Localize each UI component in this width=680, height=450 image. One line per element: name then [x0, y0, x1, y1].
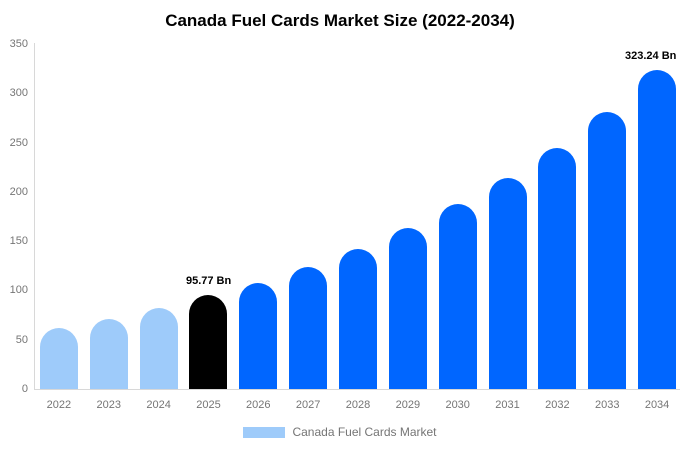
- bar-annotation-2034: 323.24 Bn: [625, 50, 677, 63]
- y-tick-label: 300: [9, 87, 28, 100]
- bar-2031: [488, 178, 527, 389]
- bar-2023: [89, 319, 128, 389]
- bar-2034: [638, 70, 677, 389]
- bar-2027: [289, 266, 328, 389]
- x-tick-label-2022: 2022: [46, 399, 72, 411]
- x-tick-label-2032: 2032: [545, 399, 570, 411]
- bar-2022: [39, 327, 78, 389]
- x-tick-label-2025: 2025: [196, 399, 221, 411]
- y-tick-label: 250: [9, 136, 28, 149]
- y-tick-label: 100: [9, 284, 28, 297]
- x-tick-label-2033: 2033: [594, 399, 620, 411]
- x-tick-label-2034: 2034: [644, 399, 670, 411]
- legend-label: Canada Fuel Cards Market: [292, 425, 437, 439]
- bar-2033: [588, 112, 627, 389]
- x-tick-label-2023: 2023: [96, 399, 122, 411]
- x-tick-label-2029: 2029: [395, 399, 421, 411]
- x-axis-line: [34, 389, 680, 390]
- bar-2029: [388, 228, 427, 389]
- y-tick-label: 150: [9, 235, 28, 248]
- x-tick-label-2031: 2031: [495, 399, 520, 411]
- y-axis-line: [34, 43, 35, 389]
- legend: Canada Fuel Cards Market: [0, 425, 680, 439]
- y-tick-label: 350: [9, 38, 28, 50]
- x-tick-label-2030: 2030: [445, 399, 470, 411]
- bar-2026: [239, 282, 278, 389]
- chart-title: Canada Fuel Cards Market Size (2022-2034…: [165, 11, 515, 30]
- y-tick-label: 0: [21, 383, 28, 395]
- bar-2032: [538, 147, 577, 389]
- bar-2028: [339, 249, 377, 389]
- x-tick-label-2026: 2026: [246, 399, 271, 411]
- legend-swatch-icon: [243, 426, 286, 438]
- x-tick-label-2027: 2027: [295, 399, 321, 411]
- x-tick-label-2028: 2028: [345, 399, 371, 411]
- x-tick-label-2024: 2024: [146, 399, 171, 411]
- bar-2030: [438, 203, 477, 389]
- bar-2024: [139, 308, 178, 389]
- y-tick-label: 200: [9, 185, 28, 198]
- y-tick-label: 50: [15, 333, 28, 346]
- bar-2025: [189, 294, 228, 389]
- bar-annotation-2025: 95.77 Bn: [185, 274, 232, 287]
